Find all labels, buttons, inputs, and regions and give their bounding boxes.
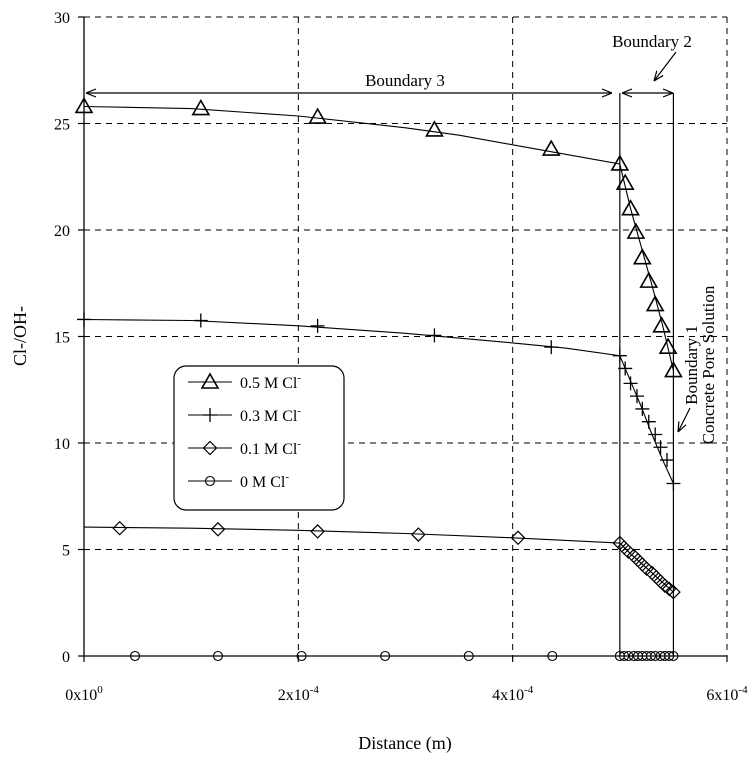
data-point — [668, 650, 679, 662]
y-axis-title: Cl-/OH- — [10, 306, 30, 366]
data-point — [191, 98, 211, 116]
data-point — [77, 312, 91, 327]
data-point — [639, 271, 659, 288]
data-point — [658, 337, 678, 354]
data-point — [610, 154, 630, 171]
series-plus — [77, 312, 681, 491]
series-line — [83, 318, 674, 484]
data-point — [641, 414, 656, 429]
boundary1-label: Boundary 1 — [682, 325, 701, 405]
data-point — [308, 107, 328, 124]
legend-label: 0.1 M Cl- — [240, 438, 301, 458]
pore-solution-label: Concrete Pore Solution — [699, 285, 718, 444]
y-tick-label: 5 — [62, 543, 70, 560]
data-point — [657, 578, 673, 594]
data-point — [623, 650, 634, 662]
boundary3-label: Boundary 3 — [365, 71, 445, 90]
y-tick-label: 30 — [54, 10, 70, 27]
tick-labels: 0 5 10 15 20 25 30 0x100 2x10-4 4x10-4 6x10-4 — [54, 10, 748, 704]
legend-marker — [204, 475, 216, 487]
data-point — [547, 650, 558, 662]
data-point — [411, 527, 426, 542]
data-point — [664, 360, 683, 378]
data-point — [650, 650, 661, 662]
data-point — [380, 650, 391, 662]
data-point — [193, 313, 208, 328]
data-point — [510, 530, 526, 546]
x-tick-label: 0x100 — [65, 684, 103, 704]
data-point — [618, 361, 633, 376]
data-point — [629, 389, 644, 404]
x-axis-title: Distance (m) — [358, 733, 451, 754]
boundary2-pointer — [654, 51, 677, 81]
data-point — [621, 544, 636, 559]
data-point — [619, 650, 630, 662]
series — [74, 96, 683, 662]
data-point — [112, 520, 128, 536]
y-tick-label: 20 — [54, 223, 70, 240]
boundary1-annotation: Boundary 1 Concrete Pore Solution — [682, 285, 718, 444]
y-tick-label: 25 — [54, 117, 70, 134]
x-tick-label: 6x10-4 — [706, 684, 748, 704]
data-point — [212, 650, 224, 662]
data-point — [615, 173, 635, 190]
data-point — [648, 427, 663, 442]
data-point — [645, 294, 665, 312]
y-tick-label: 15 — [54, 330, 70, 347]
data-point — [664, 650, 675, 662]
data-point — [425, 120, 444, 137]
legend-marker — [203, 408, 217, 422]
data-point — [666, 476, 681, 491]
x-tick-label: 4x10-4 — [492, 684, 534, 704]
series-diamond — [83, 520, 681, 600]
legend-label: 0.5 M Cl- — [240, 372, 301, 392]
legend-label: 0.3 M Cl- — [240, 405, 301, 425]
series-line — [83, 526, 674, 593]
data-point — [666, 584, 681, 600]
y-tick-label: 0 — [62, 649, 70, 666]
series-triangle — [74, 96, 683, 378]
data-point — [659, 453, 674, 468]
data-point — [635, 401, 650, 416]
data-point — [626, 222, 646, 239]
series-line — [83, 105, 674, 371]
data-point — [612, 348, 627, 363]
data-point — [129, 650, 141, 662]
x-tick-label: 2x10-4 — [278, 684, 320, 704]
boundary1-pointer — [678, 407, 691, 432]
data-point — [632, 248, 652, 265]
data-point — [310, 524, 325, 539]
series-circle — [84, 650, 679, 662]
data-point — [541, 139, 561, 156]
legend-item: 0 M Cl- — [188, 471, 289, 491]
grid — [84, 16, 728, 656]
legend-marker — [200, 372, 220, 389]
boundary2-label: Boundary 2 — [612, 32, 692, 51]
data-point — [639, 561, 654, 577]
legend: 0.5 M Cl- 0.3 M Cl- 0.1 M Cl- 0 M Cl- — [173, 365, 345, 511]
legend-label: 0 M Cl- — [240, 471, 289, 491]
legend-item: 0.3 M Cl- — [188, 405, 301, 425]
data-point — [653, 440, 668, 455]
legend-box — [173, 365, 345, 511]
data-point — [621, 199, 640, 216]
ticks — [78, 16, 728, 662]
data-point — [427, 328, 442, 343]
data-point — [74, 96, 94, 114]
data-point — [623, 376, 638, 391]
legend-marker — [202, 440, 218, 456]
data-point — [310, 318, 325, 333]
boundary-lines — [619, 93, 675, 656]
legend-item: 0.5 M Cl- — [188, 372, 301, 392]
legend-item: 0.1 M Cl- — [188, 438, 301, 458]
data-point — [645, 650, 656, 662]
y-tick-label: 10 — [54, 436, 70, 453]
data-point — [463, 650, 474, 662]
data-point — [210, 521, 226, 537]
data-point — [296, 650, 307, 662]
data-point — [661, 581, 677, 597]
data-point — [544, 340, 559, 355]
data-point — [652, 316, 672, 333]
